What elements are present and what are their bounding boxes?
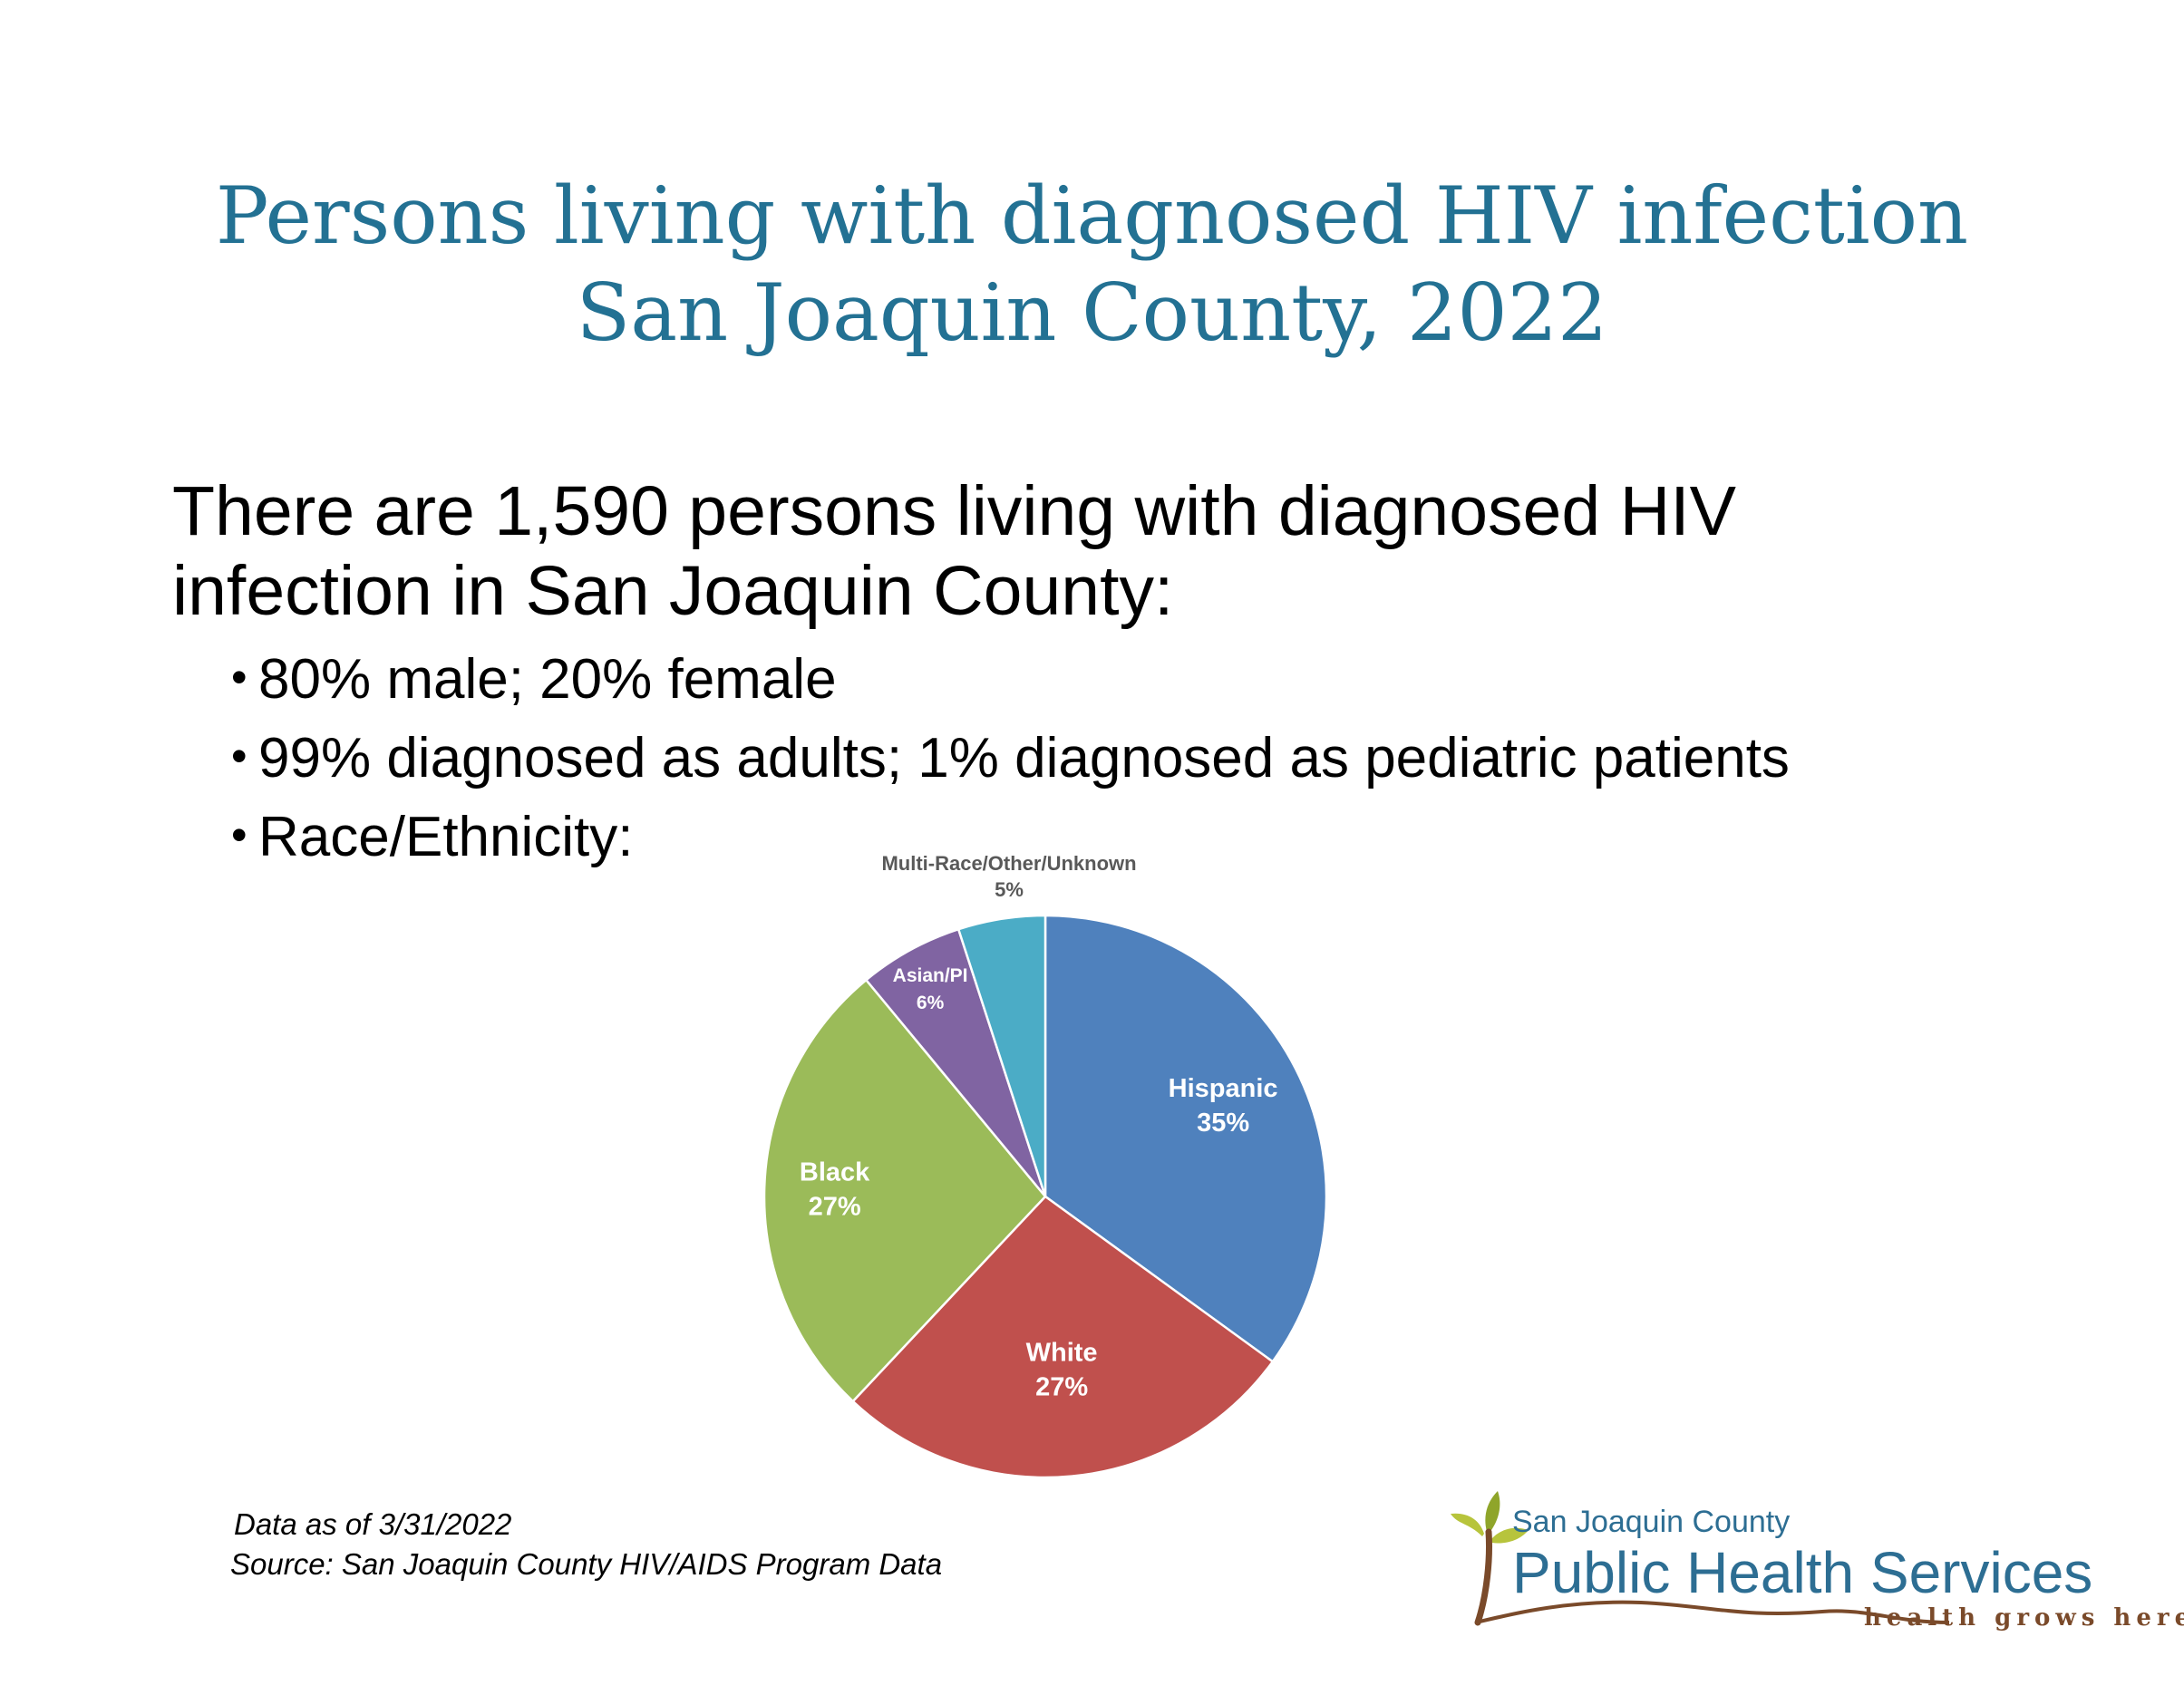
pie-label-white: White [1026,1338,1098,1367]
source-note: Source: San Joaquin County HIV/AIDS Prog… [230,1547,943,1581]
data-date-note: Data as of 3/31/2022 [234,1507,512,1541]
bullet-list: • 80% male; 20% female • 99% diagnosed as … [231,639,2044,876]
pie-value-asian-pi: 6% [917,993,945,1013]
pie-label-multi-race-other-unknown: Multi-Race/Other/Unknown [881,852,1136,875]
intro-text: There are 1,590 persons living with diag… [172,471,1985,631]
page-title: Persons living with diagnosed HIV infect… [0,168,2184,362]
footnote: Data as of 3/31/2022 Source: San Joaquin… [230,1505,942,1584]
public-health-logo: San Joaquin County Public Health Service… [1441,1487,2184,1641]
bullet-item: • 80% male; 20% female [231,639,2044,718]
pie-label-black: Black [800,1158,870,1187]
pie-slice-multi-race-other-unknown [956,914,1047,1197]
bullet-text: Race/Ethnicity: [258,806,634,868]
logo-main-text: Public Health Services [1512,1540,2093,1605]
bullet-dot-icon: • [231,731,248,781]
pie-value-multi-race-other-unknown: 5% [995,878,1024,901]
pie-slice-white [851,1195,1275,1479]
pie-value-hispanic: 35% [1197,1109,1249,1138]
title-line-1: Persons living with diagnosed HIV infect… [215,170,1969,262]
bullet-dot-icon: • [231,652,248,702]
pie-label-asian-pi: Asian/PI [893,965,968,986]
bullet-item: • 99% diagnosed as adults; 1% diagnosed a… [231,718,2044,797]
pie-value-black: 27% [809,1193,861,1222]
pie-value-white: 27% [1035,1372,1088,1401]
bullet-item: • Race/Ethnicity: [231,797,2044,876]
title-line-2: San Joaquin County, 2022 [576,266,1608,359]
bullet-text: 80% male; 20% female [258,648,837,711]
logo-tagline: health grows here [1864,1604,2184,1632]
bullet-dot-icon: • [231,809,248,860]
pie-slice-hispanic [1043,914,1328,1363]
logo-county-text: San Joaquin County [1512,1505,1791,1539]
bullet-text: 99% diagnosed as adults; 1% diagnosed as… [258,727,1790,789]
pie-label-hispanic: Hispanic [1169,1074,1278,1103]
intro-line-1: There are 1,590 persons living with diag… [172,472,1736,550]
tree-logo-icon [1451,1491,1950,1626]
pie-slice-black [762,978,1047,1403]
intro-line-2: infection in San Joaquin County: [172,552,1174,630]
